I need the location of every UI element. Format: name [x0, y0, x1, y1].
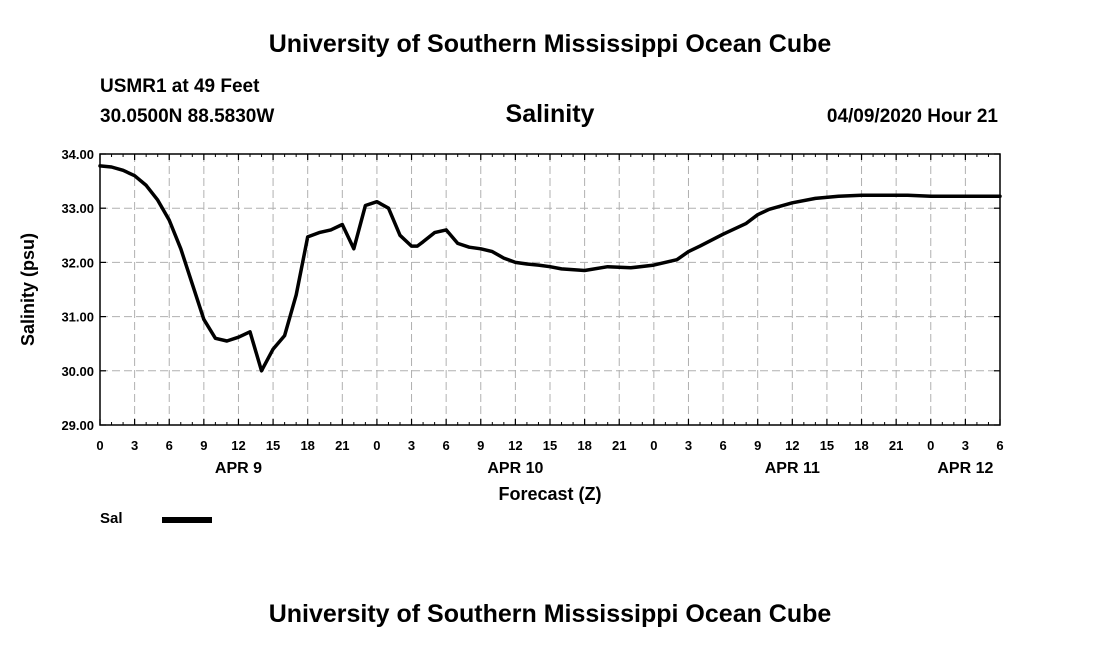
grid-lines: [100, 154, 1000, 425]
run-time-label: 04/09/2020 Hour 21: [826, 106, 998, 127]
x-tick-label: 12: [231, 438, 245, 453]
coordinates-label: 30.0500N 88.5830W: [100, 106, 275, 127]
legend-label: Sal: [100, 510, 123, 527]
y-tick-label: 34.00: [61, 147, 94, 162]
y-axis-label: Salinity (psu): [18, 233, 38, 346]
x-tick-label: 6: [719, 438, 726, 453]
x-tick-label: 18: [577, 438, 591, 453]
legend-swatch: [162, 517, 212, 523]
footer-title: University of Southern Mississippi Ocean…: [268, 600, 832, 628]
series-layer: [98, 164, 1002, 373]
x-tick-label: 3: [408, 438, 415, 453]
day-label: APR 12: [937, 460, 993, 477]
x-tick-label: 18: [300, 438, 314, 453]
day-label: APR 11: [765, 460, 820, 477]
x-tick-label: 9: [754, 438, 761, 453]
x-tick-label: 15: [820, 438, 834, 453]
x-tick-label: 3: [131, 438, 138, 453]
x-tick-label: 12: [785, 438, 799, 453]
axes: 29.00 30.00 31.00 32.00 33.00 34.00 0 3 6 9 12 15 18…: [61, 147, 1003, 477]
x-tick-label: 0: [373, 438, 380, 453]
x-tick-label: 0: [927, 438, 934, 453]
x-tick-label: 21: [889, 438, 903, 453]
x-tick-label: 3: [962, 438, 969, 453]
plot-frame: [99, 153, 1001, 426]
day-label: APR 10: [487, 460, 543, 477]
x-tick-label: 3: [685, 438, 692, 453]
x-tick-label: 0: [96, 438, 103, 453]
x-tick-label: 9: [200, 438, 207, 453]
series-line-sal: [98, 164, 1002, 373]
y-tick-label: 33.00: [61, 201, 94, 216]
x-tick-label: 6: [996, 438, 1003, 453]
x-tick-label: 0: [650, 438, 657, 453]
x-tick-label: 15: [266, 438, 280, 453]
x-tick-label: 18: [854, 438, 868, 453]
x-tick-label: 21: [612, 438, 626, 453]
chart-title: Salinity: [505, 100, 595, 128]
station-label: USMR1 at 49 Feet: [100, 76, 260, 97]
x-axis-label: Forecast (Z): [498, 484, 601, 504]
y-tick-label: 30.00: [61, 364, 94, 379]
x-tick-label: 6: [166, 438, 173, 453]
x-tick-label: 9: [477, 438, 484, 453]
y-tick-label: 32.00: [61, 255, 94, 270]
y-tick-label: 29.00: [61, 418, 94, 433]
x-tick-label: 15: [543, 438, 557, 453]
main-title: University of Southern Mississippi Ocean…: [268, 30, 832, 58]
day-label: APR 9: [215, 460, 262, 477]
x-tick-label: 21: [335, 438, 349, 453]
x-tick-label: 12: [508, 438, 522, 453]
y-tick-label: 31.00: [61, 310, 94, 325]
x-tick-label: 6: [443, 438, 450, 453]
